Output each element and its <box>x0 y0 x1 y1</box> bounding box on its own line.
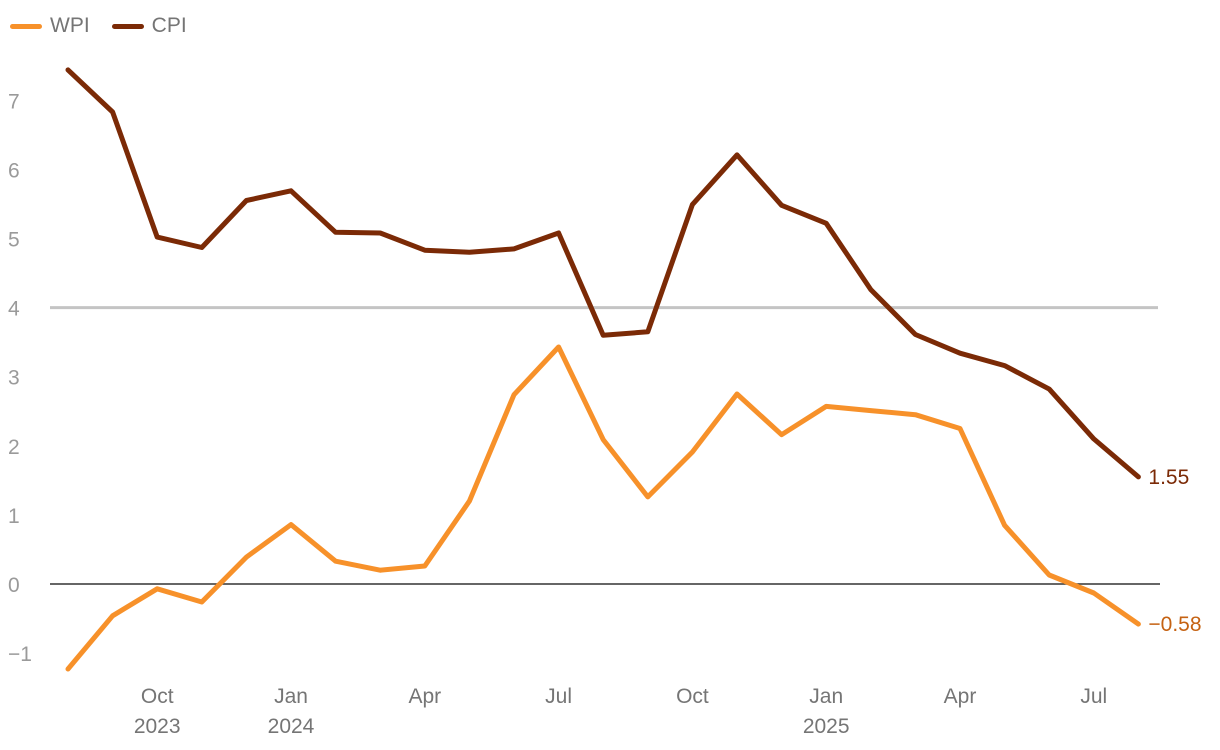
legend-item-cpi: CPI <box>111 14 187 38</box>
x-tick-label: Oct <box>676 685 709 708</box>
y-tick-label: 3 <box>8 367 20 390</box>
x-tick-label: Jan <box>809 685 843 708</box>
legend-item-wpi: WPI <box>10 14 90 38</box>
y-tick-label: 4 <box>8 298 20 321</box>
end-label-wpi: −0.58 <box>1148 613 1201 636</box>
x-tick-label: Apr <box>408 685 441 708</box>
y-axis: 7 6 5 4 3 2 1 0 −1 <box>8 90 32 666</box>
x-axis: Oct 2023 Jan 2024 Apr Jul Oct Jan 2025 Apr Jul <box>134 685 1107 738</box>
series-line-cpi <box>65 67 1141 480</box>
x-tick-year-label: 2023 <box>134 715 181 738</box>
series-lines <box>65 67 1141 672</box>
y-tick-label: 6 <box>8 159 20 182</box>
x-tick-label: Jan <box>274 685 308 708</box>
y-tick-label: 2 <box>8 436 20 459</box>
y-tick-label: −1 <box>8 643 32 666</box>
end-label-cpi: 1.55 <box>1148 466 1189 489</box>
legend-label-wpi: WPI <box>50 14 90 37</box>
legend: WPI CPI <box>10 14 209 38</box>
y-tick-label: 5 <box>8 229 20 252</box>
end-labels: 1.55 −0.58 <box>1148 466 1201 636</box>
x-tick-label: Apr <box>944 685 977 708</box>
legend-swatch-cpi <box>111 23 144 29</box>
legend-label-cpi: CPI <box>151 14 187 37</box>
y-tick-label: 1 <box>8 505 20 528</box>
y-tick-label: 7 <box>8 90 20 113</box>
x-tick-label: Jul <box>545 685 572 708</box>
x-tick-year-label: 2025 <box>803 715 850 738</box>
legend-swatch-wpi <box>10 23 42 29</box>
y-tick-label: 0 <box>8 574 20 597</box>
reference-lines <box>50 306 1160 585</box>
series-line-wpi <box>65 344 1141 672</box>
x-tick-year-label: 2024 <box>268 715 315 738</box>
x-tick-label: Jul <box>1080 685 1107 708</box>
x-tick-label: Oct <box>141 685 174 708</box>
